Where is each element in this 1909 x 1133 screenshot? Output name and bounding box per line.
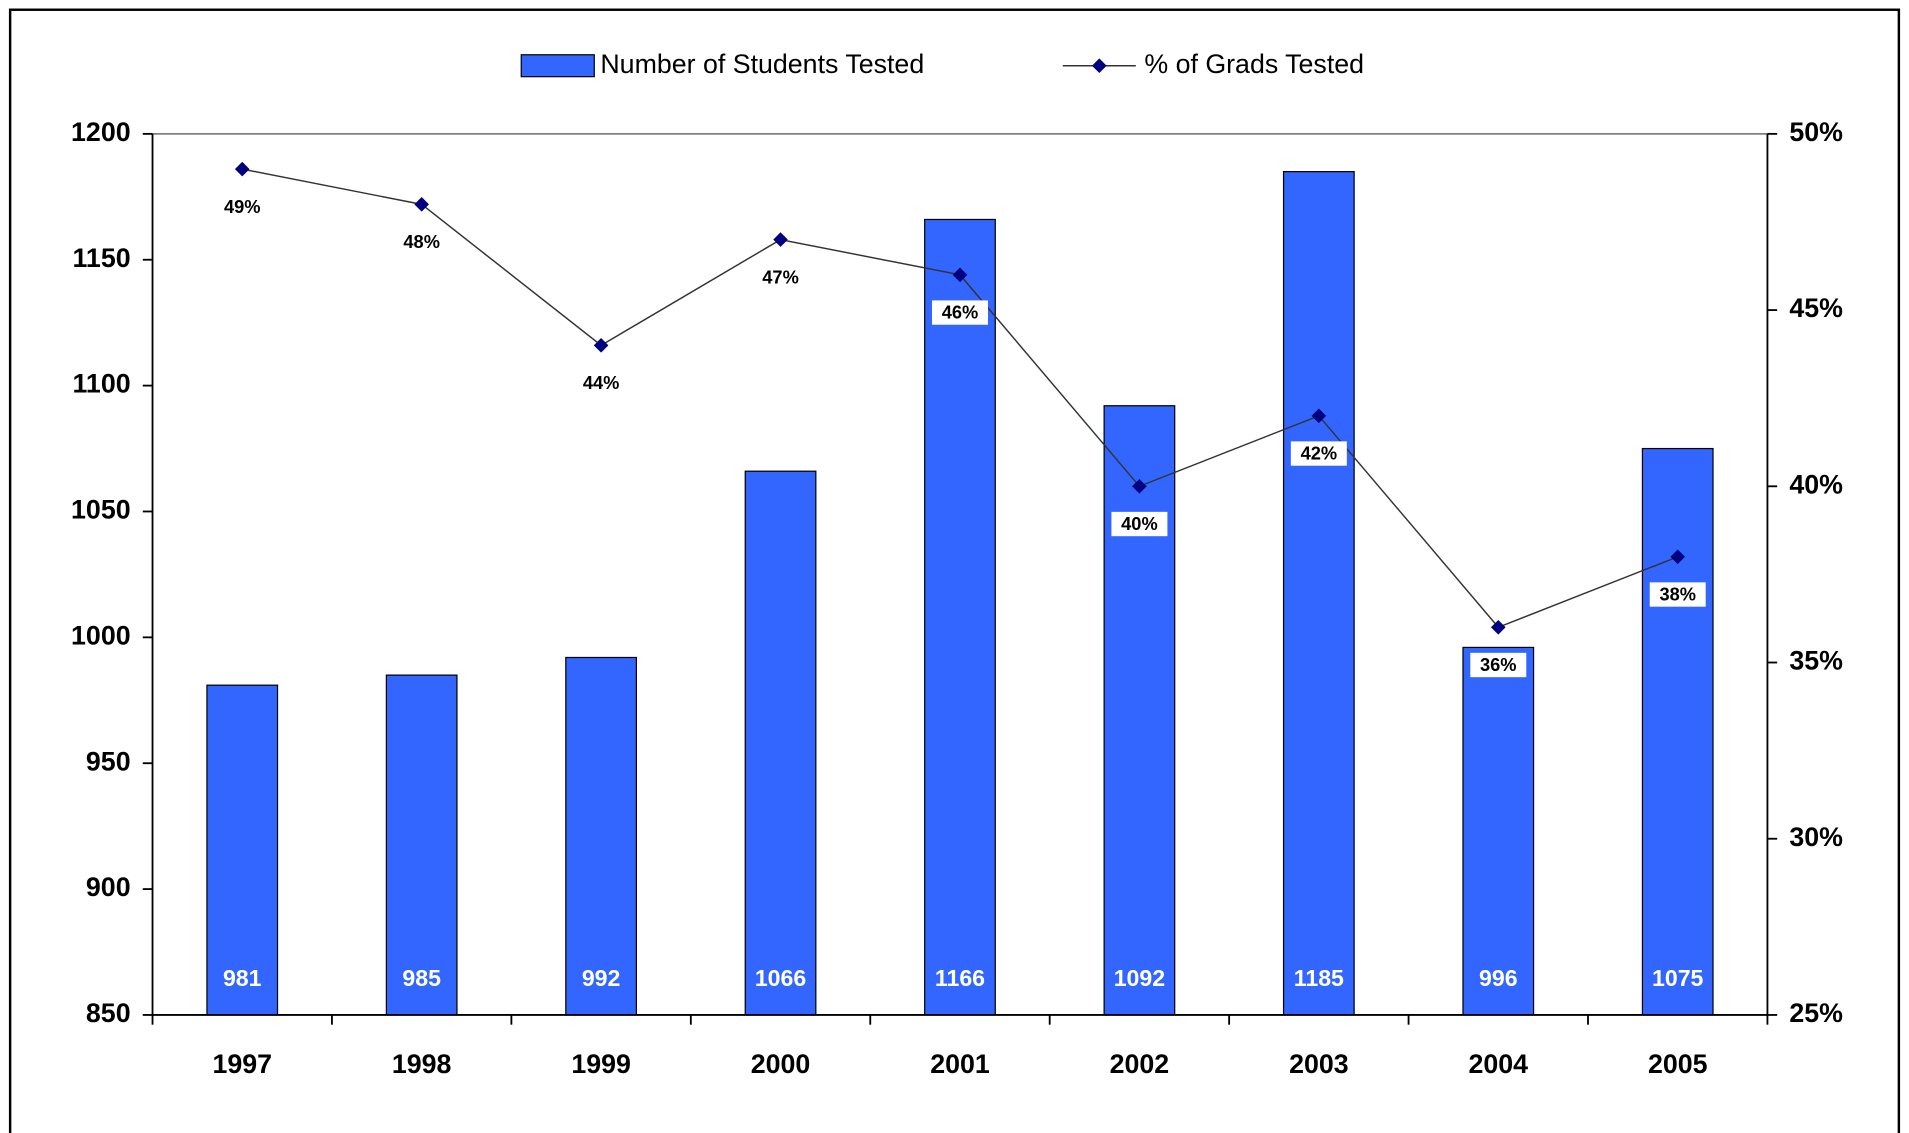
y-tick-label: 1200 [71, 117, 131, 147]
bar-value-label: 996 [1479, 965, 1518, 991]
line-value-label: 36% [1480, 654, 1517, 675]
line-value-label: 49% [224, 196, 261, 217]
bar-value-label: 1185 [1294, 965, 1344, 991]
line-value-label: 47% [762, 266, 799, 287]
line-value-label: 48% [403, 231, 440, 252]
x-tick-label: 2003 [1289, 1049, 1349, 1079]
value-label-box [1470, 652, 1527, 678]
bar [565, 656, 638, 1016]
line-marker [1311, 408, 1327, 424]
line-value-label: 44% [583, 372, 620, 393]
x-tick-label: 2002 [1110, 1049, 1170, 1079]
bar-value-label: 985 [402, 965, 441, 991]
value-label-box [1649, 582, 1706, 607]
value-label-box [931, 300, 988, 325]
x-tick-label: 1997 [212, 1049, 272, 1079]
y2-tick-label: 40% [1789, 469, 1843, 499]
bar-value-label: 992 [582, 965, 621, 991]
x-tick-label: 2001 [930, 1049, 990, 1079]
bar-value-label: 981 [223, 965, 262, 991]
y2-tick-label: 30% [1789, 822, 1843, 852]
bar [385, 674, 458, 1016]
value-label-box [752, 265, 809, 290]
line-marker [234, 161, 250, 177]
value-label-box [1290, 441, 1347, 466]
bar [1641, 447, 1714, 1016]
x-tick-label: 2000 [751, 1049, 811, 1079]
x-tick-label: 2004 [1469, 1049, 1529, 1079]
bar [1282, 171, 1355, 1016]
line-value-label: 40% [1121, 513, 1158, 534]
x-tick-label: 1999 [571, 1049, 631, 1079]
y-tick-label: 950 [86, 746, 131, 776]
bar-value-label: 1092 [1114, 965, 1165, 991]
x-tick-label: 1998 [392, 1049, 452, 1079]
line-marker [414, 197, 429, 212]
y-tick-label: 1000 [71, 620, 131, 650]
bar [744, 470, 817, 1016]
line-marker [1670, 549, 1686, 565]
line-marker [952, 267, 968, 283]
y-tick-label: 1100 [73, 369, 131, 399]
line-value-label: 38% [1659, 584, 1696, 605]
legend-swatch [520, 54, 595, 78]
value-label-box [393, 229, 450, 255]
y-tick-label: 1050 [71, 495, 131, 525]
value-label-box [1111, 511, 1168, 537]
line-value-label: 46% [942, 302, 979, 323]
y-tick-label: 900 [86, 872, 131, 902]
x-tick-label: 2005 [1648, 1049, 1708, 1079]
y2-tick-label: 35% [1789, 646, 1843, 676]
bar [1103, 405, 1176, 1016]
value-label-box [573, 370, 630, 396]
legend-label: % of Grads Tested [1144, 49, 1364, 79]
y2-tick-label: 50% [1789, 117, 1843, 147]
line-value-label: 42% [1301, 443, 1338, 464]
bar-value-label: 1075 [1652, 965, 1704, 991]
y-tick-label: 1150 [73, 243, 131, 273]
y2-tick-label: 25% [1789, 998, 1843, 1028]
bar [206, 684, 279, 1016]
bar-value-label: 1066 [755, 965, 807, 991]
y2-tick-label: 45% [1789, 293, 1843, 323]
value-label-box [214, 194, 271, 220]
line-marker [1490, 619, 1506, 635]
bar [1462, 646, 1535, 1016]
legend-label: Number of Students Tested [600, 49, 924, 79]
y-tick-label: 850 [86, 998, 131, 1028]
bar [924, 218, 996, 1016]
line-marker [773, 232, 788, 247]
bar-value-label: 1166 [935, 965, 985, 991]
line-marker [1132, 478, 1147, 494]
